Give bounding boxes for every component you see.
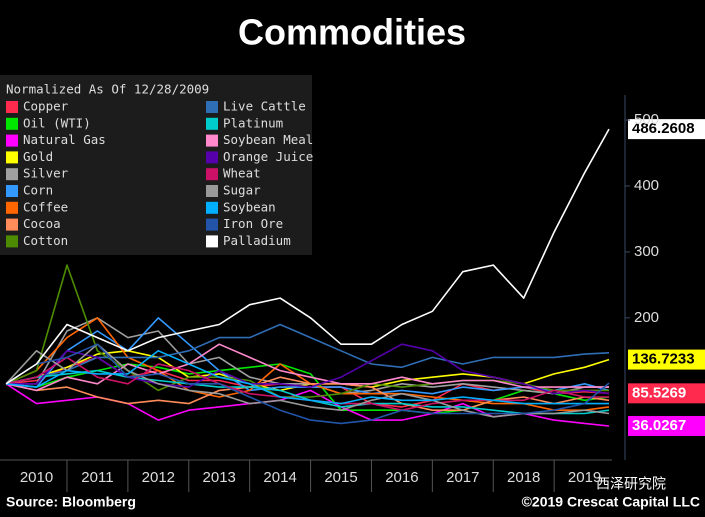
legend-swatch <box>206 168 218 181</box>
series-line <box>5 323 610 385</box>
y-tick-label: 300 <box>634 243 659 260</box>
legend-label: Corn <box>23 183 53 198</box>
x-tick-label: 2014 <box>263 469 296 486</box>
x-tick-label: 2011 <box>81 469 113 486</box>
end-label-box <box>628 119 705 140</box>
legend-label: Coffee <box>23 199 68 214</box>
y-tick-label: 200 <box>634 309 659 326</box>
y-tick-label: 500 <box>634 111 659 128</box>
legend-swatch <box>206 185 218 197</box>
legend-box <box>0 75 312 255</box>
legend-swatch <box>6 218 18 231</box>
legend-label: Silver <box>23 166 69 181</box>
copyright: ©2019 Crescat Capital LLC <box>522 494 700 510</box>
plot-area <box>5 128 610 427</box>
legend-swatch <box>6 235 18 248</box>
legend-label: Soybean Meal <box>223 132 313 147</box>
legend-label: Oil (WTI) <box>23 115 91 130</box>
source: Source: Bloomberg <box>6 494 136 510</box>
legend-label: Platinum <box>223 115 283 130</box>
x-tick-label: 2019 <box>568 469 601 486</box>
legend-title: Normalized As Of 12/28/2009 <box>6 82 209 97</box>
legend-swatch <box>6 151 18 164</box>
legend-swatch <box>6 201 18 214</box>
legend-swatch <box>206 101 218 113</box>
x-tick-label: 2017 <box>446 469 479 486</box>
series-line <box>6 343 610 395</box>
x-tick-label: 2016 <box>385 469 418 486</box>
x-tick-label: 2010 <box>20 469 53 486</box>
legend-swatch <box>6 101 18 113</box>
legend-swatch <box>6 168 18 181</box>
end-label: 486.2608 <box>632 120 695 137</box>
series-line <box>5 343 610 418</box>
legend-label: Palladium <box>223 233 291 248</box>
legend-swatch <box>206 151 218 164</box>
watermark: 西泽研究院 <box>596 476 666 492</box>
legend-label: Sugar <box>223 183 261 198</box>
end-label-box <box>628 383 705 404</box>
end-labels: 85.5269 36.0267 136.7233 486.2608 <box>628 119 705 436</box>
x-tick-label: 2013 <box>203 469 236 486</box>
legend-label: Copper <box>23 99 69 114</box>
series-line <box>5 128 610 385</box>
end-label: 85.5269 <box>632 384 686 401</box>
legend-label: Cocoa <box>23 216 61 231</box>
chart-title: Commodities <box>238 12 466 53</box>
legend-label: Gold <box>23 149 53 164</box>
series-line <box>6 363 610 415</box>
x-tick-label: 2015 <box>324 469 357 486</box>
x-tick-label: 2018 <box>507 469 540 486</box>
series-line <box>5 343 609 392</box>
series-line <box>6 350 609 405</box>
legend-label: Iron Ore <box>223 216 283 231</box>
end-label-box <box>628 349 705 370</box>
x-tick-label: 2012 <box>142 469 175 486</box>
legend-swatch <box>206 134 218 147</box>
legend-swatch <box>206 235 218 248</box>
legend-swatch <box>6 134 18 147</box>
legend-label: Orange Juice <box>223 149 313 164</box>
legend-swatch <box>6 185 18 197</box>
y-tick-label: 400 <box>634 177 659 194</box>
legend-label: Cotton <box>23 233 68 248</box>
legend-swatch <box>206 117 218 130</box>
legend-swatch <box>206 201 218 214</box>
series-line <box>5 343 610 425</box>
legend-label: Live Cattle <box>223 99 306 114</box>
legend-label: Natural Gas <box>23 132 106 147</box>
legend-swatch <box>6 117 18 130</box>
legend-label: Wheat <box>223 166 261 181</box>
end-label-box <box>628 415 705 436</box>
end-label: 136.7233 <box>632 351 695 368</box>
legend-swatch <box>206 218 218 231</box>
end-label: 36.0267 <box>632 417 686 434</box>
series-line <box>5 376 610 411</box>
legend-label: Soybean <box>223 199 276 214</box>
